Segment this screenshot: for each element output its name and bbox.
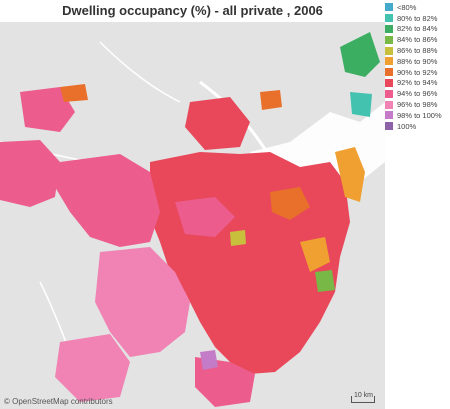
map-attribution: © OpenStreetMap contributors [4, 397, 113, 406]
legend-label: 98% to 100% [397, 110, 442, 120]
legend-item[interactable]: 88% to 90% [385, 56, 450, 67]
legend-swatch [385, 24, 393, 33]
region-inner-orange[interactable] [270, 187, 310, 220]
region-southeast[interactable] [195, 357, 255, 407]
legend-label: 80% to 82% [397, 13, 438, 23]
scale-bar [351, 396, 375, 403]
legend-swatch [385, 111, 393, 120]
region-yellow-patch[interactable] [230, 230, 246, 246]
legend-item[interactable]: 82% to 84% [385, 24, 450, 35]
legend-label: 90% to 92% [397, 67, 438, 77]
region-north-orange[interactable] [60, 84, 88, 102]
region-south[interactable] [55, 334, 130, 402]
legend-label: 86% to 88% [397, 46, 438, 56]
legend-item[interactable]: 80% to 82% [385, 13, 450, 24]
region-east-coast[interactable] [335, 147, 365, 202]
map-canvas[interactable] [0, 22, 385, 409]
legend-label: 92% to 94% [397, 78, 438, 88]
legend-swatch [385, 78, 393, 87]
legend-label: <80% [397, 2, 417, 12]
legend-item[interactable]: 96% to 98% [385, 99, 450, 110]
region-inner-magenta[interactable] [240, 257, 285, 302]
legend-swatch [385, 3, 393, 12]
legend-label: 82% to 84% [397, 24, 438, 34]
legend-label: 84% to 86% [397, 35, 438, 45]
map-legend: <80% 80% to 82% 82% to 84% 84% to 86% 86% to… [385, 2, 450, 132]
legend-swatch [385, 35, 393, 44]
legend-swatch [385, 14, 393, 23]
legend-item[interactable]: 84% to 86% [385, 34, 450, 45]
region-purple-patch[interactable] [200, 350, 218, 370]
scale-label: 10 km [353, 392, 373, 399]
legend-label: 100% [397, 121, 417, 131]
legend-swatch [385, 100, 393, 109]
region-west[interactable] [55, 154, 160, 247]
legend-label: 94% to 96% [397, 89, 438, 99]
legend-label: 88% to 90% [397, 56, 438, 66]
legend-swatch [385, 46, 393, 55]
legend-item[interactable]: 90% to 92% [385, 67, 450, 78]
region-green-patch[interactable] [315, 270, 335, 292]
legend-swatch [385, 68, 393, 77]
legend-item[interactable]: 98% to 100% [385, 110, 450, 121]
choropleth-map[interactable]: © OpenStreetMap contributors 10 km [0, 22, 385, 409]
legend-swatch [385, 89, 393, 98]
region-coast-teal[interactable] [350, 92, 372, 117]
legend-item[interactable]: 94% to 96% [385, 88, 450, 99]
legend-swatch [385, 57, 393, 66]
legend-item[interactable]: <80% [385, 2, 450, 13]
region-northeast-orange[interactable] [260, 90, 282, 110]
road-line [99, 41, 181, 103]
legend-item[interactable]: 100% [385, 121, 450, 132]
legend-swatch [385, 122, 393, 131]
region-inner-orange-2[interactable] [300, 237, 330, 272]
region-northern-beaches[interactable] [340, 32, 380, 77]
legend-label: 96% to 98% [397, 100, 438, 110]
legend-item[interactable]: 92% to 94% [385, 78, 450, 89]
region-southwest[interactable] [95, 247, 190, 357]
region-northwest[interactable] [20, 87, 75, 132]
region-far-west[interactable] [0, 140, 60, 207]
legend-item[interactable]: 86% to 88% [385, 45, 450, 56]
region-inner-pink[interactable] [175, 197, 235, 237]
region-north[interactable] [185, 97, 250, 150]
map-title: Dwelling occupancy (%) - all private , 2… [62, 3, 323, 18]
